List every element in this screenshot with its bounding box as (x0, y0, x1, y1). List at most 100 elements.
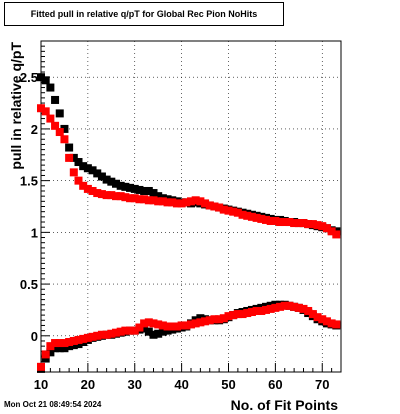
data-point (121, 326, 130, 335)
data-point (257, 306, 266, 315)
data-point (65, 153, 74, 162)
data-point (140, 324, 149, 333)
data-point (112, 328, 120, 337)
data-point (163, 198, 172, 207)
data-point (168, 198, 177, 207)
data-point (233, 208, 242, 217)
data-point (205, 201, 214, 210)
data-point (60, 339, 69, 348)
data-point (154, 320, 163, 329)
data-point (144, 186, 153, 195)
data-point (135, 185, 144, 194)
data-point (318, 222, 327, 231)
data-point (327, 319, 336, 328)
data-point (107, 177, 116, 186)
data-point (37, 104, 45, 113)
data-point (130, 184, 139, 193)
data-point (252, 213, 261, 222)
data-point (313, 221, 322, 230)
y-axis-label: pull in relative q/pT (8, 42, 24, 170)
data-point (65, 338, 74, 347)
data-point (332, 320, 341, 329)
data-point (149, 330, 158, 339)
data-point (196, 197, 205, 206)
y-tick-label: 2.5 (20, 70, 38, 85)
y-tick-label: 0.5 (20, 277, 38, 292)
data-point (168, 322, 177, 331)
data-point (172, 199, 181, 208)
data-point (205, 316, 214, 325)
data-point (46, 83, 55, 92)
data-point (46, 348, 55, 357)
data-point (102, 191, 111, 200)
data-point (219, 205, 228, 214)
data-point (88, 166, 97, 175)
data-point (74, 335, 83, 344)
data-markers (37, 73, 341, 373)
data-point (60, 135, 69, 144)
data-point (201, 317, 210, 326)
data-point (229, 207, 238, 216)
data-point (83, 333, 92, 342)
data-point (130, 326, 139, 335)
data-point (46, 342, 55, 351)
data-point (215, 203, 224, 212)
data-point (74, 158, 83, 167)
data-point (102, 330, 111, 339)
data-point (187, 197, 195, 206)
data-point (172, 322, 181, 331)
data-point (126, 194, 135, 203)
data-point (247, 308, 256, 317)
data-point (140, 186, 149, 195)
chart-title: Fitted pull in relative q/pT for Global … (4, 2, 284, 26)
data-point (144, 196, 153, 205)
data-point (158, 197, 167, 206)
data-point (266, 216, 275, 225)
data-point (271, 216, 280, 225)
data-point (65, 143, 74, 152)
data-point (135, 323, 144, 332)
data-point (37, 73, 45, 82)
data-point (238, 310, 247, 319)
data-point (215, 315, 224, 324)
data-point (140, 319, 149, 328)
data-point (126, 326, 135, 335)
y-tick-label: 0 (31, 329, 38, 344)
y-tick-label: 1 (31, 225, 38, 240)
y-tick-label: 1.5 (20, 174, 38, 189)
data-point (243, 309, 252, 318)
data-point (140, 195, 149, 204)
data-point (196, 314, 205, 323)
x-tick-label: 60 (268, 377, 282, 392)
data-point (97, 330, 106, 339)
data-point (79, 334, 88, 343)
data-point (149, 319, 158, 328)
data-point (196, 318, 205, 327)
data-point (126, 183, 135, 192)
data-point (290, 219, 299, 228)
data-point (210, 202, 219, 211)
data-point (116, 192, 125, 201)
data-point (51, 339, 60, 348)
data-point (107, 329, 116, 338)
data-point (69, 341, 78, 350)
timestamp: Mon Oct 21 08:49:54 2024 (4, 400, 102, 409)
data-point (201, 199, 210, 208)
data-point (37, 362, 45, 371)
data-point (79, 181, 88, 190)
data-point (158, 321, 167, 330)
data-point (262, 305, 270, 314)
data-point (290, 302, 299, 311)
data-point (224, 312, 233, 321)
data-point (308, 220, 317, 229)
x-tick-label: 70 (315, 377, 329, 392)
data-point (41, 354, 50, 363)
data-point (93, 331, 102, 340)
data-point (116, 327, 125, 336)
data-point (191, 196, 200, 205)
data-point (69, 336, 78, 345)
data-point (135, 195, 144, 204)
data-point (88, 332, 97, 341)
data-point (154, 192, 163, 201)
